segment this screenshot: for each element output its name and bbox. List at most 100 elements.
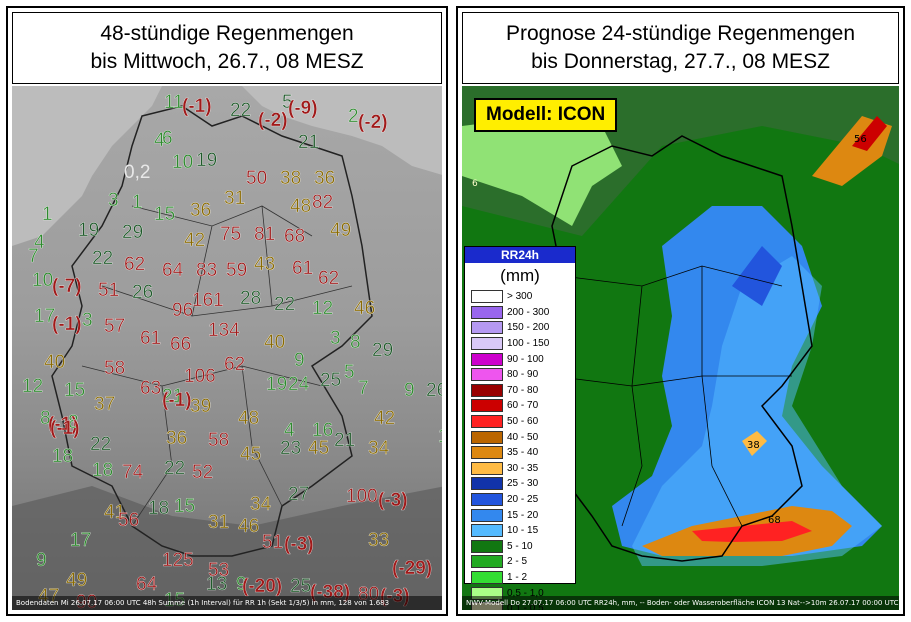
- station-value: (-2): [358, 112, 388, 133]
- legend-swatch: [471, 539, 503, 553]
- legend-swatch: [471, 352, 503, 366]
- station-value: 22: [274, 294, 295, 315]
- station-value: 58: [104, 358, 125, 379]
- station-value: 10: [32, 270, 53, 291]
- legend-row: 2 - 5: [465, 554, 575, 570]
- station-value: 25: [290, 576, 311, 597]
- station-value: 28: [240, 288, 261, 309]
- station-value: 25: [320, 370, 341, 391]
- station-value: 5: [344, 362, 355, 383]
- station-value: 21: [334, 430, 355, 451]
- legend-rows: > 300 200 - 300 150 - 200 100 - 150 90 - 100…: [465, 289, 575, 610]
- station-value: 42: [374, 408, 395, 429]
- station-value: 62: [318, 268, 339, 289]
- station-value: 24: [288, 374, 310, 395]
- legend-label: 5 - 10: [507, 540, 533, 552]
- station-value: 12: [312, 298, 333, 319]
- rain-lightgreen-zone: [462, 116, 622, 226]
- legend-row: 60 - 70: [465, 398, 575, 414]
- legend-label: 35 - 40: [507, 447, 539, 459]
- station-value: 3: [108, 190, 119, 211]
- station-value: 56: [118, 510, 139, 531]
- station-value: (-7): [52, 276, 82, 297]
- station-value: 5: [282, 92, 293, 113]
- station-value: 52: [192, 462, 213, 483]
- station-value: (-1): [52, 314, 82, 335]
- station-value: 29: [122, 222, 143, 243]
- germany-border: [51, 105, 373, 557]
- station-value: 15: [174, 496, 195, 517]
- right-title: Prognose 24-stündige Regenmengen bis Don…: [462, 12, 899, 84]
- station-value: 36: [314, 168, 335, 189]
- legend-swatch: [471, 337, 503, 351]
- legend-label: 90 - 100: [507, 353, 544, 365]
- station-value: 7: [358, 378, 369, 399]
- station-value: 48: [290, 196, 311, 217]
- right-footer: NWV-Modell Do 27.07.17 06:00 UTC RR24h, …: [462, 596, 899, 610]
- station-value: 18: [92, 460, 113, 481]
- station-value: 45: [308, 438, 329, 459]
- station-value: 49: [330, 220, 351, 241]
- station-value: 4: [34, 232, 45, 253]
- station-value: 4: [284, 420, 295, 441]
- right-title-line2: bis Donnerstag, 27.7., 08 MESZ: [531, 50, 830, 73]
- station-value: 15: [64, 380, 85, 401]
- station-value: 33: [368, 530, 389, 551]
- legend-row: 200 - 300: [465, 305, 575, 321]
- spot-value-68: 68: [768, 515, 781, 526]
- station-value: 96: [172, 300, 193, 321]
- station-value: 75: [220, 224, 241, 245]
- model-badge: Modell: ICON: [474, 98, 618, 132]
- station-value: 63: [140, 378, 161, 399]
- station-value: 8: [40, 408, 51, 429]
- legend-row: 1 - 2: [465, 570, 575, 586]
- state-borders-right: [551, 265, 792, 527]
- station-value: 9: [236, 574, 247, 595]
- station-value: (-29): [392, 558, 432, 579]
- legend-label: 150 - 200: [507, 322, 550, 334]
- state-borders: [81, 205, 353, 527]
- legend-swatch: [471, 399, 503, 413]
- station-value: 22: [164, 458, 185, 479]
- station-value: 66: [170, 334, 191, 355]
- station-value: 1: [132, 192, 143, 213]
- forecast-rain-map: 6 56 38 68 Modell: ICON RR24h (mm) > 300…: [462, 86, 899, 610]
- station-value: 13: [206, 574, 227, 595]
- legend-swatch: [471, 383, 503, 397]
- station-value: 34: [250, 494, 272, 515]
- station-value: 61: [140, 328, 161, 349]
- station-value: 62: [224, 354, 245, 375]
- station-value: 43: [254, 254, 275, 275]
- legend-row: 50 - 60: [465, 414, 575, 430]
- station-value: (-3): [284, 534, 314, 555]
- station-value: (-1): [182, 96, 212, 117]
- left-footer: Bodendaten Mi 26.07.17 06:00 UTC 48h Sum…: [12, 596, 442, 610]
- station-value: 0,2: [124, 162, 150, 183]
- right-title-line1: Prognose 24-stündige Regenmengen: [505, 22, 856, 45]
- station-value: 17: [70, 530, 91, 551]
- station-value: 45: [240, 444, 261, 465]
- north-sea: [12, 86, 162, 246]
- station-value: 3: [82, 310, 93, 331]
- station-value: 134: [208, 320, 240, 341]
- station-value: 4: [154, 130, 165, 151]
- station-value: 11: [164, 92, 184, 113]
- station-value: 19: [266, 374, 287, 395]
- station-value: 68: [284, 226, 305, 247]
- station-value: 21: [298, 132, 319, 153]
- legend-label: 20 - 25: [507, 494, 539, 506]
- legend-swatch: [471, 508, 503, 522]
- station-value: 58: [208, 430, 229, 451]
- station-value: 100: [346, 486, 378, 507]
- station-value: 64: [162, 260, 184, 281]
- alps-region: [12, 486, 442, 610]
- station-value: 51: [98, 280, 119, 301]
- station-value: 50: [246, 168, 267, 189]
- legend-swatch: [471, 570, 503, 584]
- station-value: 46: [238, 516, 259, 537]
- legend-row: 10 - 15: [465, 523, 575, 539]
- left-title-line1: 48-stündige Regenmengen: [100, 22, 354, 45]
- legend-row: 70 - 80: [465, 383, 575, 399]
- station-value: 19: [78, 220, 99, 241]
- legend: RR24h (mm) > 300 200 - 300 150 - 200 100 - …: [464, 246, 576, 610]
